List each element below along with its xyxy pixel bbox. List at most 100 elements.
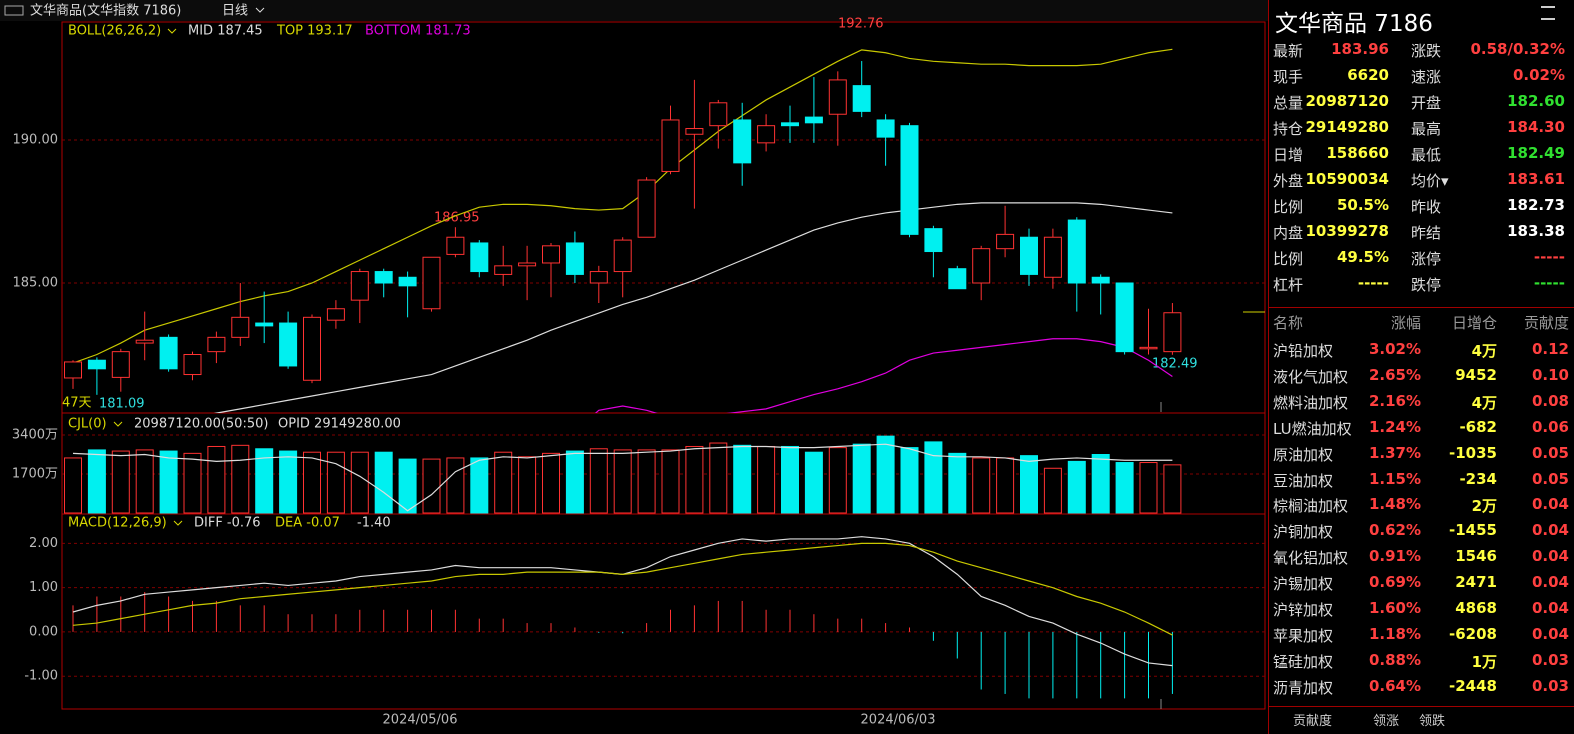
candle-body	[924, 228, 943, 253]
volume-bar	[565, 450, 584, 514]
volume-bar	[135, 449, 154, 514]
ranking-cell: 0.62%	[1368, 521, 1421, 540]
candle-body	[470, 242, 489, 273]
y-tick-label: 0.00	[29, 624, 58, 639]
ranking-row: 原油加权 1.37% -1035 0.05	[1269, 441, 1574, 467]
window-title: 文华商品(文华指数 7186)	[30, 4, 181, 19]
ranking-header: 名称 涨幅 日增仓 贡献度	[1269, 309, 1574, 335]
volume-bar	[828, 447, 847, 514]
quote-value: 6620	[1347, 66, 1389, 84]
tab[interactable]: 贡献度	[1293, 714, 1333, 729]
period[interactable]: 日线	[222, 4, 248, 19]
ranking-header-cell: 涨幅	[1390, 314, 1421, 332]
volume-bar	[852, 443, 871, 514]
quote-row: 总量 20987120 开盘 182.60	[1269, 89, 1574, 115]
volume-bar	[279, 450, 298, 514]
boll-title: BOLL(26,26,2)	[68, 24, 161, 39]
volume-bar	[1043, 467, 1062, 514]
volume-bar	[87, 449, 106, 514]
ranking-cell: 0.04	[1531, 495, 1569, 514]
quote-label: 杠杆	[1273, 276, 1304, 294]
ranking-cell: 0.04	[1531, 573, 1569, 592]
quote-value: -----	[1533, 248, 1565, 266]
menu-icon[interactable]	[1541, 6, 1555, 20]
candle-body	[255, 322, 274, 327]
volume-bar	[733, 444, 752, 514]
quote-label: 涨停	[1411, 250, 1442, 268]
ranking-row: 豆油加权 1.15% -234 0.05	[1269, 467, 1574, 493]
quote-row: 比例 50.5% 昨收 182.73	[1269, 193, 1574, 219]
volume-bar	[1139, 462, 1158, 514]
quote-value: 183.38	[1507, 222, 1565, 240]
vol-value: 20987120.00(50:50)	[134, 417, 268, 432]
macd-value: -1.40	[357, 516, 391, 531]
quote-value: 182.60	[1507, 92, 1565, 110]
top-bar	[0, 0, 1268, 21]
candle-body	[589, 271, 608, 284]
volume-bar	[64, 457, 82, 514]
ranking-cell: 0.69%	[1368, 573, 1421, 592]
volume-bar	[781, 445, 799, 514]
quote-label: 最新	[1273, 42, 1304, 60]
ranking-cell: 沪锌加权	[1273, 601, 1334, 619]
macd-title: MACD(12,26,9)	[68, 516, 167, 531]
candle-body	[350, 271, 369, 301]
ranking-cell: 2.16%	[1368, 391, 1421, 410]
volume-bar	[709, 442, 728, 514]
quote-label: 跌停	[1411, 276, 1442, 294]
ranking-cell: 1.15%	[1368, 469, 1421, 488]
candle-body	[948, 268, 967, 290]
quote-label: 开盘	[1411, 94, 1442, 112]
candle-body	[207, 336, 226, 353]
quote-row: 比例 49.5% 涨停 -----	[1269, 245, 1574, 271]
quote-label: 最低	[1411, 146, 1442, 164]
volume-bar	[255, 448, 274, 514]
volume-bar	[518, 456, 537, 514]
ranking-cell: 0.64%	[1368, 676, 1421, 695]
volume-bar	[494, 451, 513, 514]
quote-label: 外盘	[1273, 172, 1304, 190]
ranking-row: 液化气加权 2.65% 9452 0.10	[1269, 363, 1574, 389]
low-annotation: 181.09	[99, 397, 145, 412]
tab[interactable]: 领涨	[1373, 714, 1400, 729]
candle-body	[1115, 282, 1134, 353]
quote-label: 日增	[1273, 146, 1304, 164]
x-label: 2024/05/06	[383, 713, 458, 728]
candle-body	[1043, 236, 1062, 278]
volume-bar	[589, 448, 608, 514]
diff-value: DIFF -0.76	[194, 516, 261, 531]
volume-bar	[1091, 454, 1110, 514]
volume-bar	[111, 450, 130, 514]
volume-bar	[613, 449, 632, 514]
candle-body	[804, 116, 823, 124]
quote-value: 49.5%	[1336, 248, 1389, 266]
candle-body	[374, 271, 393, 284]
tab[interactable]: 领跌	[1419, 714, 1446, 729]
dea-line	[72, 542, 1173, 636]
ranking-header-cell: 日增仓	[1451, 314, 1497, 332]
ranking-cell: 1546	[1455, 547, 1497, 566]
candle-body	[326, 308, 345, 321]
ranking-cell: 0.03	[1531, 676, 1569, 695]
ranking-cell: 4万	[1471, 342, 1497, 360]
boll-mid: MID 187.45	[188, 24, 263, 39]
x-label: 2024/06/03	[861, 713, 936, 728]
candle-body	[398, 276, 417, 287]
quote-label: 昨收	[1411, 198, 1442, 216]
high-annotation: 186.95	[434, 211, 480, 226]
candle-body	[1139, 346, 1158, 350]
ranking-cell: 0.05	[1531, 443, 1569, 462]
menu-icon[interactable]	[4, 5, 24, 16]
quote-label: 现手	[1273, 68, 1304, 86]
volume-bar	[350, 451, 369, 514]
candle-body	[159, 336, 178, 370]
candle-body	[757, 125, 776, 144]
volume-bar	[685, 445, 704, 514]
quote-row: 杠杆 ----- 跌停 -----	[1269, 271, 1574, 297]
ranking-cell: 0.04	[1531, 521, 1569, 540]
ranking-header-cell: 名称	[1273, 314, 1304, 332]
ranking-cell: 液化气加权	[1273, 367, 1349, 386]
volume-bar	[900, 447, 919, 514]
volume-bar	[948, 452, 967, 514]
candle-body	[422, 256, 441, 310]
